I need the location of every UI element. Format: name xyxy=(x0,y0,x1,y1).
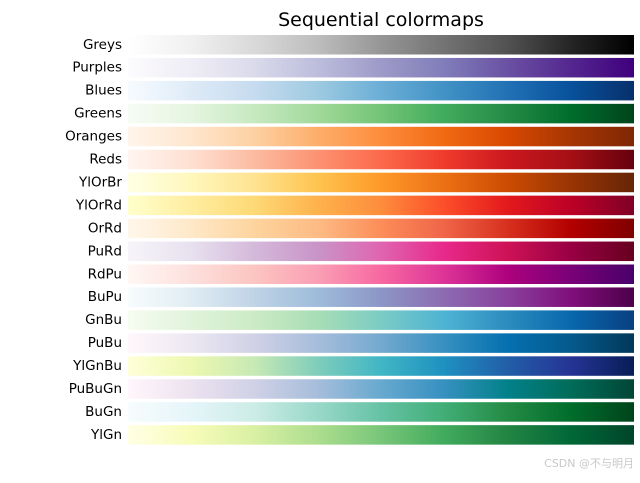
colormap-bar-oranges xyxy=(128,126,634,147)
colormap-label-gnbu: GnBu xyxy=(85,312,122,328)
colormap-bar-ylorbr xyxy=(128,172,634,193)
colormap-bar-ylorrd xyxy=(128,195,634,216)
colormap-bar-orrd xyxy=(128,218,634,239)
colormap-label-ylgn: YlGn xyxy=(90,427,122,443)
colormap-label-bugn: BuGn xyxy=(85,404,122,420)
colormap-bar-bugn xyxy=(128,402,634,422)
colormap-label-orrd: OrRd xyxy=(88,220,122,236)
colormap-label-rdpu: RdPu xyxy=(88,266,122,282)
colormap-bar-bupu xyxy=(128,287,634,307)
colormap-bar-reds xyxy=(128,149,634,170)
colormap-label-purples: Purples xyxy=(72,60,122,76)
colormap-bar-blues xyxy=(128,80,634,101)
colormap-label-ylorbr: YlOrBr xyxy=(78,174,122,190)
colormap-label-purd: PuRd xyxy=(88,243,122,259)
colormap-bar-ylgn xyxy=(128,425,634,445)
colormap-bar-ylgnbu xyxy=(128,356,634,376)
colormap-bar-greys xyxy=(128,35,634,55)
chart-title: Sequential colormaps xyxy=(278,9,484,31)
colormap-label-oranges: Oranges xyxy=(65,129,122,145)
colormap-label-bupu: BuPu xyxy=(88,289,122,305)
colormap-bar-greens xyxy=(128,103,634,124)
colormap-label-greens: Greens xyxy=(74,106,122,122)
colormap-label-reds: Reds xyxy=(89,152,122,168)
colormap-bar-purples xyxy=(128,57,634,78)
colormap-label-greys: Greys xyxy=(83,37,122,53)
colormap-label-ylorrd: YlOrRd xyxy=(75,197,122,213)
colormap-bar-rdpu xyxy=(128,264,634,284)
colormap-label-pubu: PuBu xyxy=(88,335,122,351)
colormap-label-blues: Blues xyxy=(85,83,122,99)
watermark: CSDN @不与明月 xyxy=(544,457,634,470)
colormap-bar-pubu xyxy=(128,333,634,353)
colormap-bar-gnbu xyxy=(128,310,634,330)
colormap-label-pubugn: PuBuGn xyxy=(69,381,122,397)
colormap-bar-pubugn xyxy=(128,379,634,399)
colormap-label-ylgnbu: YlGnBu xyxy=(72,358,122,374)
colormap-bar-purd xyxy=(128,241,634,262)
